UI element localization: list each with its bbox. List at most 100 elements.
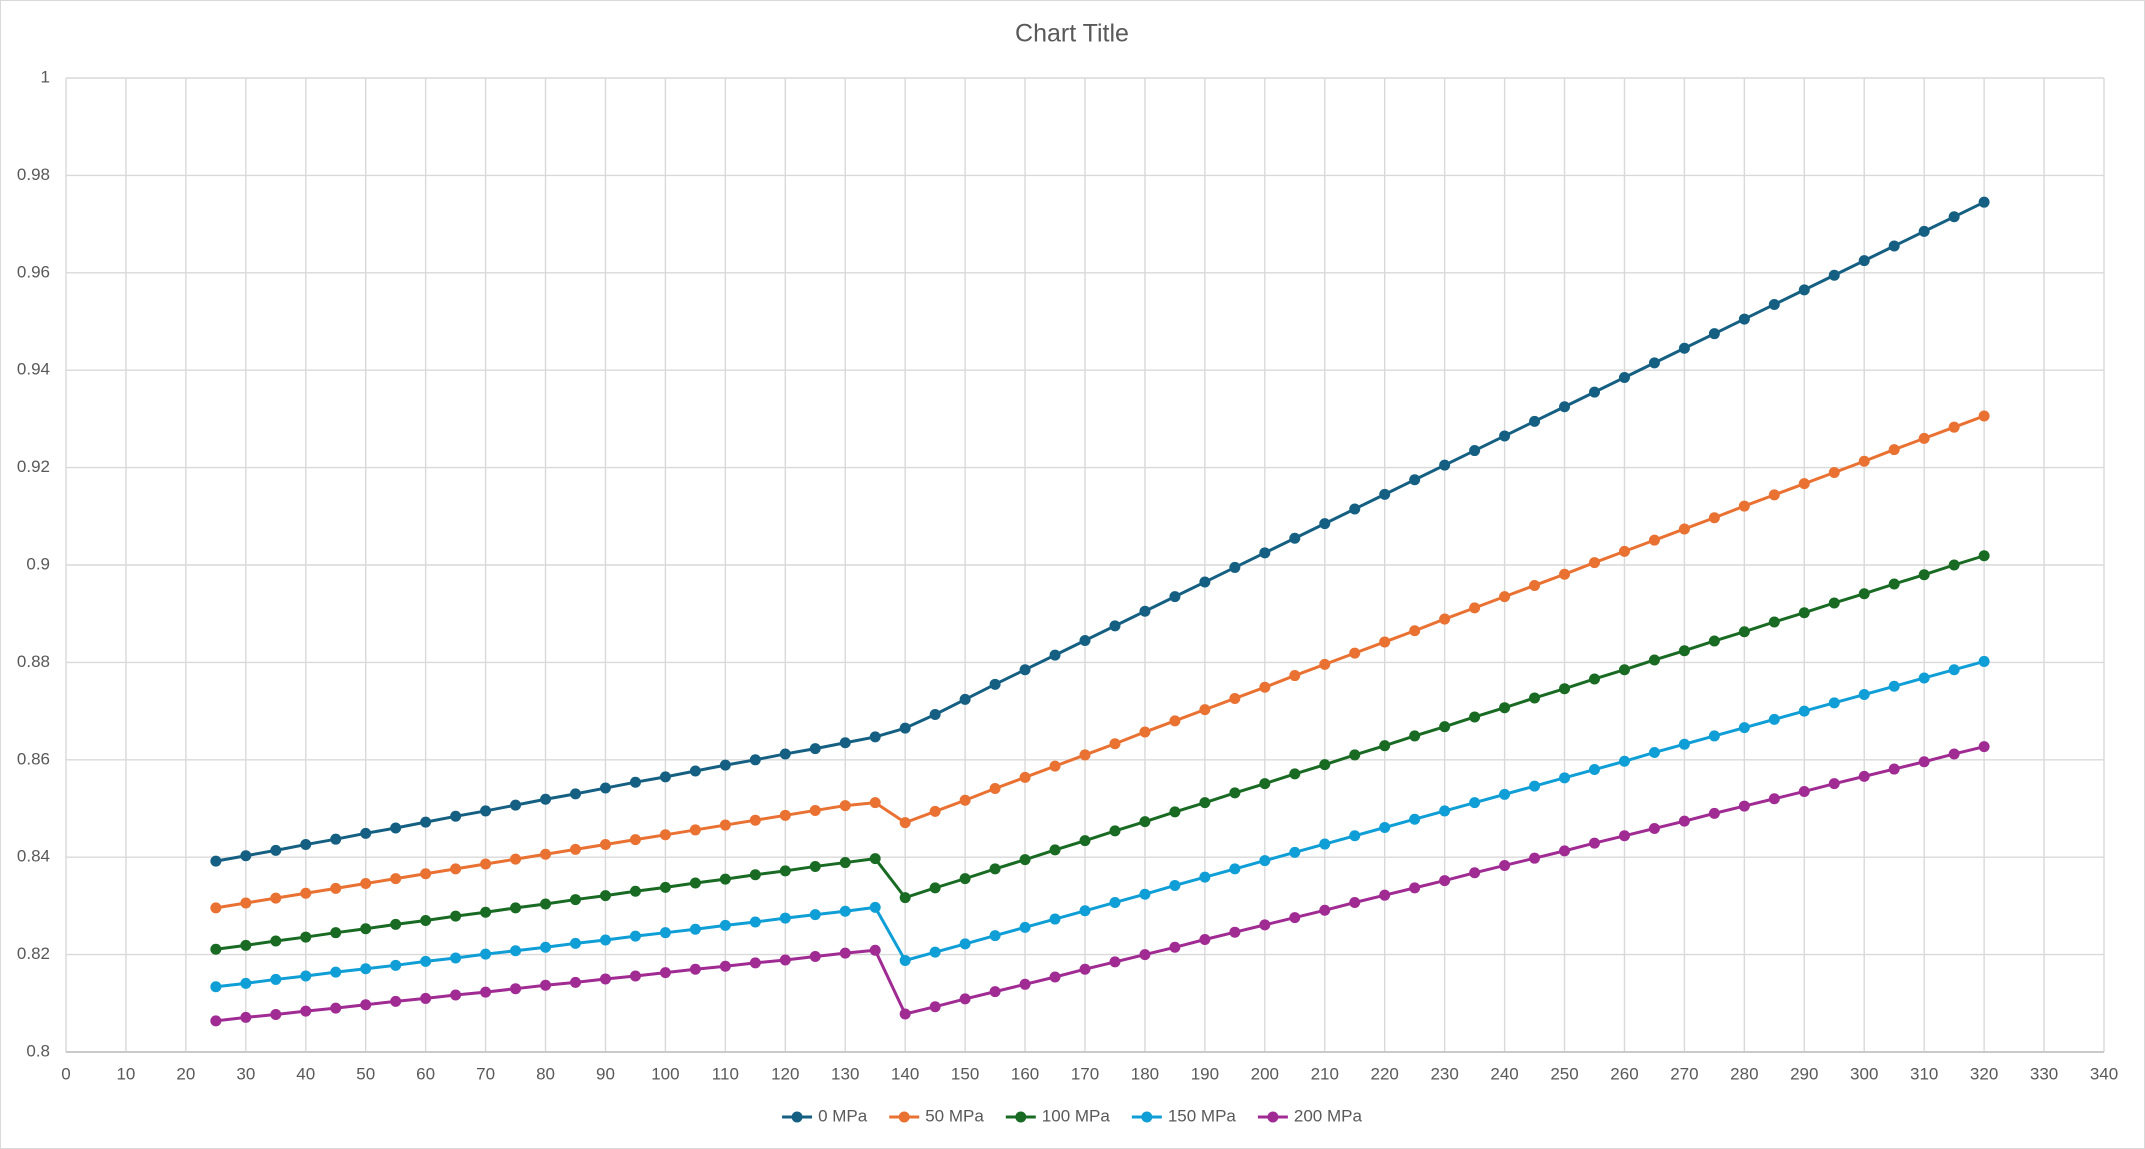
data-point [1828, 697, 1840, 709]
data-point [659, 967, 671, 979]
data-point [1559, 683, 1571, 695]
x-tick-label: 10 [116, 1064, 135, 1083]
data-point [1559, 845, 1571, 857]
data-point [300, 839, 312, 851]
data-point [899, 817, 911, 829]
data-point [1978, 410, 1990, 422]
data-point [210, 943, 222, 955]
data-point [1229, 863, 1241, 875]
data-point [1768, 298, 1780, 310]
data-point [1049, 971, 1061, 983]
data-point [240, 897, 252, 909]
legend-marker [1267, 1111, 1279, 1123]
data-point [1229, 926, 1241, 938]
data-point [749, 869, 761, 881]
data-point [1469, 711, 1481, 723]
data-point [1319, 904, 1331, 916]
data-point [330, 927, 342, 939]
data-point [659, 927, 671, 939]
data-point [1379, 740, 1391, 752]
data-point [1798, 785, 1810, 797]
data-point [599, 973, 611, 985]
data-point [1439, 721, 1451, 733]
data-point [240, 850, 252, 862]
data-point [1079, 749, 1091, 761]
data-point [869, 731, 881, 743]
x-tick-label: 130 [831, 1064, 859, 1083]
data-point [1229, 787, 1241, 799]
data-point [390, 959, 402, 971]
y-tick-label: 0.84 [17, 847, 50, 866]
data-point [959, 794, 971, 806]
data-point [719, 873, 731, 885]
x-tick-label: 90 [596, 1064, 615, 1083]
legend-marker [791, 1111, 803, 1123]
x-tick-label: 280 [1730, 1064, 1758, 1083]
data-point [480, 906, 492, 918]
data-point [989, 986, 1001, 998]
data-point [540, 898, 552, 910]
data-point [1019, 921, 1031, 933]
data-point [659, 771, 671, 783]
data-point [1768, 616, 1780, 628]
data-point [1828, 597, 1840, 609]
legend-label: 50 MPa [925, 1106, 984, 1125]
data-point [1708, 807, 1720, 819]
data-point [450, 863, 462, 875]
data-point [1708, 512, 1720, 524]
data-point [1109, 896, 1121, 908]
data-point [1469, 602, 1481, 614]
data-point [330, 1002, 342, 1014]
data-point [1079, 835, 1091, 847]
data-point [959, 993, 971, 1005]
data-point [749, 957, 761, 969]
data-point [1019, 664, 1031, 676]
data-point [1139, 888, 1151, 900]
data-point [1079, 634, 1091, 646]
data-point [1319, 838, 1331, 850]
data-point [1019, 978, 1031, 990]
data-point [869, 901, 881, 913]
data-point [1139, 816, 1151, 828]
data-point [1738, 313, 1750, 325]
data-point [749, 814, 761, 826]
data-point [779, 748, 791, 760]
data-point [1559, 401, 1571, 413]
data-point [1828, 778, 1840, 790]
data-point [330, 882, 342, 894]
legend-item: 200 MPa [1257, 1106, 1362, 1125]
data-point [869, 797, 881, 809]
data-point [1559, 772, 1571, 784]
data-point [1379, 488, 1391, 500]
x-tick-label: 70 [476, 1064, 495, 1083]
data-point [1918, 569, 1930, 581]
x-tick-label: 170 [1071, 1064, 1099, 1083]
data-point [1529, 780, 1541, 792]
data-point [1918, 756, 1930, 768]
data-point [1259, 681, 1271, 693]
data-point [1049, 649, 1061, 661]
data-point [1169, 941, 1181, 953]
x-tick-label: 330 [2030, 1064, 2058, 1083]
data-point [989, 783, 1001, 795]
data-point [330, 966, 342, 978]
data-point [360, 827, 372, 839]
data-point [210, 902, 222, 914]
data-point [719, 819, 731, 831]
data-point [599, 890, 611, 902]
data-point [839, 737, 851, 749]
data-point [1888, 444, 1900, 456]
data-point [1379, 636, 1391, 648]
data-point [719, 759, 731, 771]
data-point [809, 951, 821, 963]
data-point [240, 1011, 252, 1023]
data-point [629, 970, 641, 982]
data-point [1289, 768, 1301, 780]
data-point [779, 865, 791, 877]
y-tick-label: 0.86 [17, 749, 50, 768]
data-point [779, 912, 791, 924]
data-point [570, 937, 581, 949]
data-point [1199, 934, 1211, 946]
data-point [1589, 764, 1600, 776]
